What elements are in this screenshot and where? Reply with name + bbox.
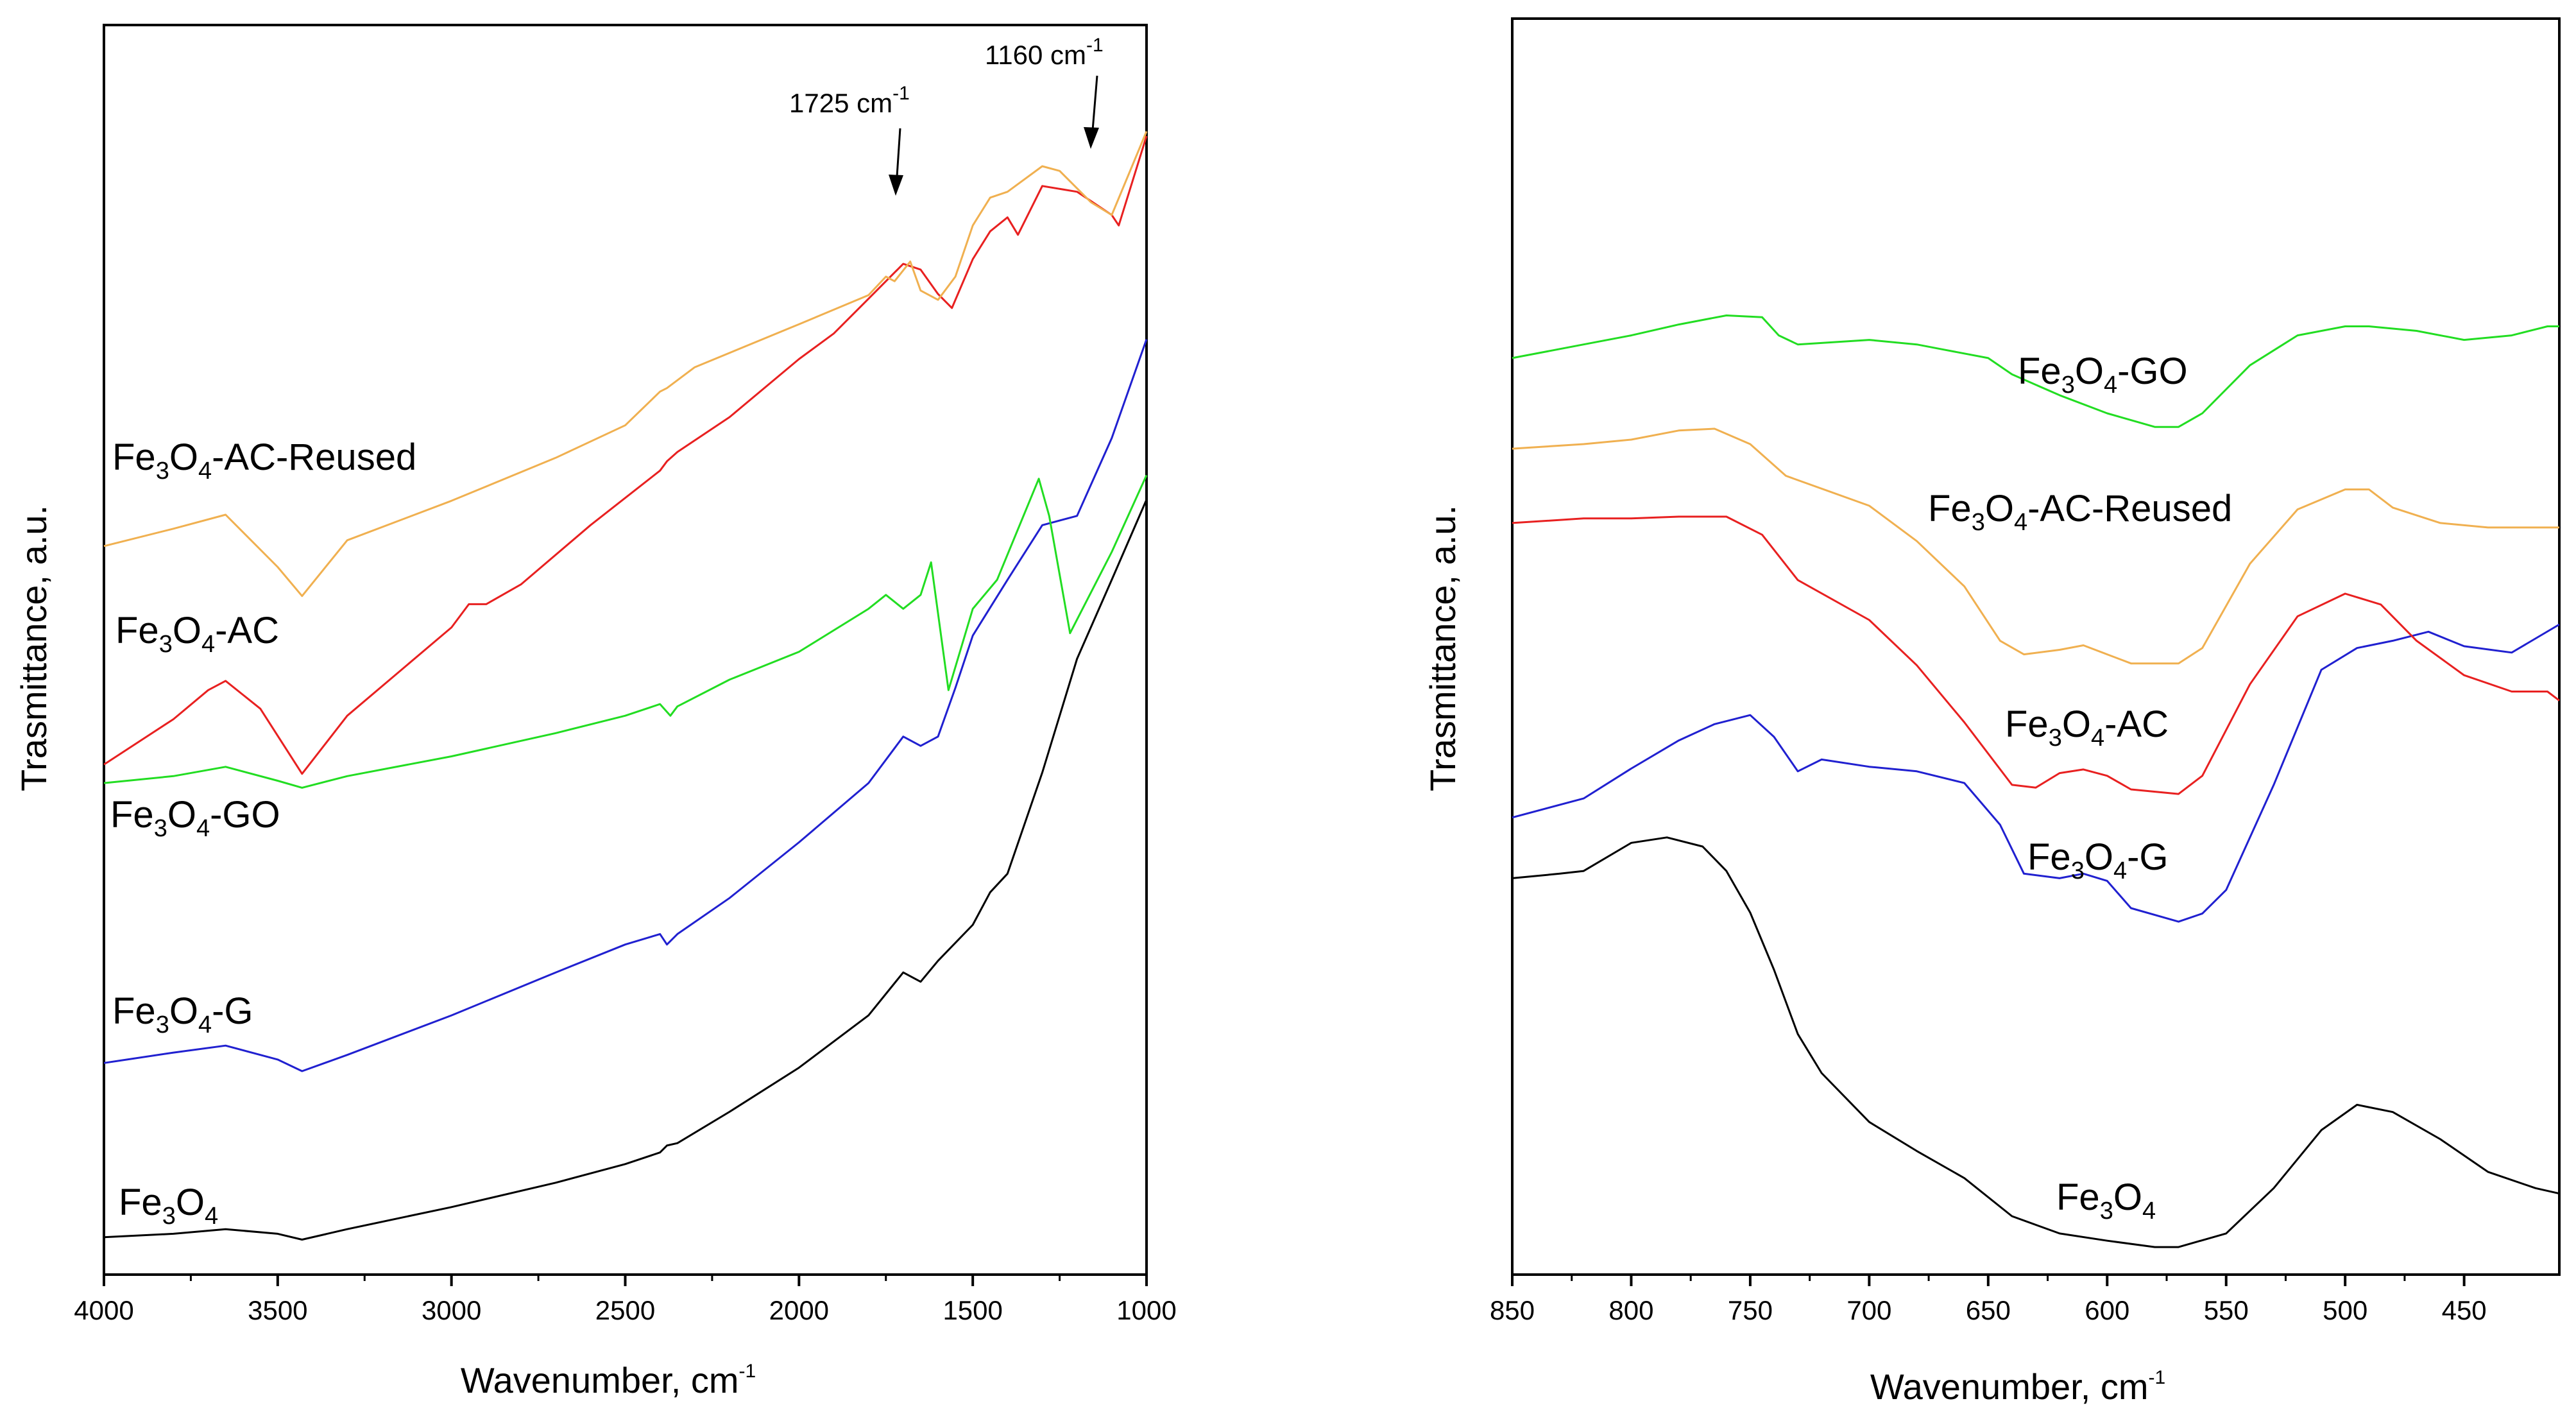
x-tick-label-850: 850 bbox=[1490, 1295, 1535, 1325]
left-label-fe3o4-g: Fe3O4-G bbox=[112, 990, 253, 1038]
x-tick-label-650: 650 bbox=[1966, 1295, 2011, 1325]
annotation-1160-label: 1160 cm-1 bbox=[985, 35, 1104, 70]
series-line-fe3o4-ac bbox=[1512, 515, 2560, 795]
left-series-lines bbox=[103, 131, 1148, 1241]
right-label-fe3o4: Fe3O4 bbox=[2056, 1176, 2156, 1225]
x-tick-label-700: 700 bbox=[1847, 1295, 1891, 1325]
series-line-fe3o4-go bbox=[103, 474, 1148, 789]
annotation-1160-arrowhead bbox=[1084, 127, 1099, 149]
right-label-fe3o4-ac-reused: Fe3O4-AC-Reused bbox=[1928, 488, 2232, 536]
right-x-axis-title: Wavenumber, cm-1 bbox=[1870, 1366, 2165, 1407]
left-label-fe3o4: Fe3O4 bbox=[119, 1182, 218, 1230]
x-tick-label-750: 750 bbox=[1728, 1295, 1773, 1325]
left-chart-panel: 4000 3500 3000 2500 2000 1500 1000 Trasmittanc… bbox=[13, 24, 1177, 1400]
annotation-1725-arrowhead bbox=[889, 175, 903, 196]
right-series-lines bbox=[1512, 314, 2560, 1248]
left-label-fe3o4-ac: Fe3O4-AC bbox=[115, 610, 279, 658]
right-label-fe3o4-g: Fe3O4-G bbox=[2027, 836, 2169, 884]
left-label-fe3o4-go: Fe3O4-GO bbox=[110, 794, 280, 842]
right-y-axis-title: Trasmittance, a.u. bbox=[1422, 505, 1463, 791]
right-chart-panel: 850 800 750 700 650 600 550 500 450 Trasmittance… bbox=[1422, 17, 2561, 1407]
x-tick-label-550: 550 bbox=[2204, 1295, 2249, 1325]
right-label-fe3o4-go: Fe3O4-GO bbox=[2018, 350, 2188, 399]
x-tick-label-500: 500 bbox=[2323, 1295, 2367, 1325]
series-line-fe3o4-ac-reused bbox=[103, 131, 1148, 598]
x-tick-label-600: 600 bbox=[2085, 1295, 2129, 1325]
series-line-fe3o4-ac-reused bbox=[1512, 427, 2559, 665]
left-label-fe3o4-ac-reused: Fe3O4-AC-Reused bbox=[112, 436, 416, 485]
right-plot-frame bbox=[1511, 17, 2561, 1276]
series-line-fe3o4 bbox=[1512, 836, 2560, 1248]
x-tick-label-1000: 1000 bbox=[1116, 1295, 1176, 1325]
left-x-ticks: 4000 3500 3000 2500 2000 1500 1000 bbox=[74, 1275, 1177, 1325]
x-tick-label-1500: 1500 bbox=[943, 1295, 1002, 1325]
series-line-fe3o4 bbox=[103, 499, 1148, 1241]
x-tick-label-450: 450 bbox=[2442, 1295, 2487, 1325]
series-line-fe3o4-ac bbox=[103, 135, 1148, 775]
series-line-fe3o4-g bbox=[103, 339, 1148, 1072]
right-x-ticks: 850 800 750 700 650 600 550 500 450 bbox=[1490, 1275, 2487, 1325]
left-y-axis-title: Trasmittance, a.u. bbox=[13, 505, 54, 791]
x-tick-label-2500: 2500 bbox=[595, 1295, 655, 1325]
x-tick-label-2000: 2000 bbox=[769, 1295, 829, 1325]
annotation-1725-label: 1725 cm-1 bbox=[789, 83, 910, 118]
x-tick-label-800: 800 bbox=[1608, 1295, 1653, 1325]
left-x-axis-title: Wavenumber, cm-1 bbox=[461, 1360, 756, 1400]
x-tick-label-3000: 3000 bbox=[422, 1295, 481, 1325]
x-tick-label-3500: 3500 bbox=[248, 1295, 307, 1325]
series-line-fe3o4-go bbox=[1512, 314, 2559, 428]
right-label-fe3o4-ac: Fe3O4-AC bbox=[2005, 703, 2169, 752]
series-line-fe3o4-g bbox=[1512, 623, 2560, 923]
x-tick-label-4000: 4000 bbox=[74, 1295, 133, 1325]
